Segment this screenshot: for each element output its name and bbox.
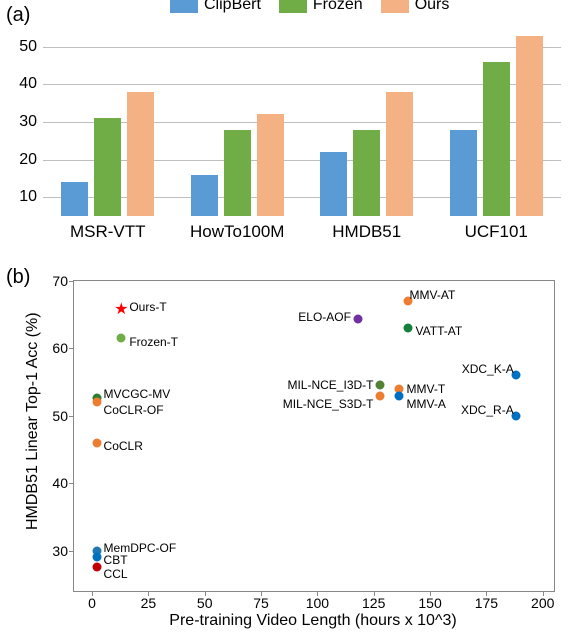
- bar: [257, 114, 284, 216]
- x-tick-label: 50: [197, 595, 213, 611]
- bar-group: UCF101: [447, 36, 545, 216]
- point-label: CCL: [104, 568, 128, 580]
- bar-chart: 1020304050MSR-VTTHowTo100MHMDB51UCF101: [43, 28, 561, 216]
- point-label: MMV-AT: [410, 289, 456, 301]
- star-marker: ★: [114, 303, 128, 319]
- panel-label-b: (b): [6, 266, 30, 289]
- point-marker: [92, 398, 101, 407]
- y-tick-mark: [69, 416, 74, 417]
- legend-swatch: [170, 0, 198, 13]
- x-tick-mark: [317, 591, 318, 596]
- scatter-y-axis-title: HMDB51 Linear Top-1 Acc (%): [24, 312, 42, 530]
- bar-group: HMDB51: [318, 92, 416, 216]
- point-label: CoCLR: [104, 440, 143, 452]
- x-tick-label: 75: [253, 595, 269, 611]
- x-tick-mark: [261, 591, 262, 596]
- x-tick-label: 200: [531, 595, 554, 611]
- x-tick-mark: [374, 591, 375, 596]
- x-tick-mark: [486, 591, 487, 596]
- legend-item: Frozen: [279, 0, 363, 14]
- point-marker: [92, 563, 101, 572]
- bar: [483, 62, 510, 216]
- bar-group: HowTo100M: [188, 114, 286, 216]
- bar: [386, 92, 413, 216]
- x-tick-mark: [92, 591, 93, 596]
- bar: [516, 36, 543, 216]
- point-label: MMV-T: [407, 383, 446, 395]
- point-label: ELO-AOF: [298, 311, 351, 323]
- point-label: XDC_R-A: [461, 404, 514, 416]
- y-tick-label: 30: [19, 113, 37, 131]
- legend-label: ClipBert: [204, 0, 261, 14]
- bar: [450, 130, 477, 216]
- y-tick-mark: [69, 551, 74, 552]
- y-tick-label: 50: [52, 408, 68, 424]
- bar-group: MSR-VTT: [59, 92, 157, 216]
- x-tick-label: UCF101: [465, 222, 528, 242]
- point-marker: [117, 334, 126, 343]
- point-marker: [353, 315, 362, 324]
- figure-container: (a) ClipBert Frozen Ours 10 20 30 40 50 MSR-VTT…: [0, 0, 570, 638]
- x-tick-label: MSR-VTT: [70, 222, 146, 242]
- point-label: MIL-NCE_I3D-T: [287, 379, 373, 391]
- panel-label-a: (a): [6, 4, 30, 27]
- point-marker: [394, 391, 403, 400]
- y-tick-label: 40: [52, 475, 68, 491]
- x-tick-mark: [430, 591, 431, 596]
- y-tick-label: 10: [19, 188, 37, 206]
- y-tick-label: 60: [52, 340, 68, 356]
- legend-label: Frozen: [313, 0, 363, 14]
- y-tick-label: 30: [52, 543, 68, 559]
- x-tick-label: 0: [88, 595, 96, 611]
- point-label: MVCGC-MV: [104, 388, 171, 400]
- y-tick-mark: [69, 348, 74, 349]
- point-label: MIL-NCE_S3D-T: [283, 398, 374, 410]
- legend-swatch: [381, 0, 409, 13]
- point-label: VATT-AT: [416, 325, 463, 337]
- x-tick-label: 150: [418, 595, 441, 611]
- bar: [94, 118, 121, 216]
- x-tick-label: 175: [475, 595, 498, 611]
- point-marker: [376, 381, 385, 390]
- y-tick-label: 70: [52, 273, 68, 289]
- x-tick-mark: [543, 591, 544, 596]
- point-label: Ours-T: [129, 301, 166, 313]
- x-tick-label: 125: [362, 595, 385, 611]
- bar: [61, 182, 88, 216]
- x-tick-mark: [148, 591, 149, 596]
- y-tick-label: 50: [19, 38, 37, 56]
- point-marker: [376, 391, 385, 400]
- bar-legend: ClipBert Frozen Ours: [170, 0, 449, 14]
- x-tick-label: 100: [306, 595, 329, 611]
- bar: [320, 152, 347, 216]
- y-tick-label: 40: [19, 75, 37, 93]
- scatter-x-axis-title: Pre-training Video Length (hours x 10^3): [73, 612, 553, 630]
- point-label: CBT: [104, 554, 128, 566]
- x-tick-label: HMDB51: [332, 222, 401, 242]
- legend-swatch: [279, 0, 307, 13]
- bar: [353, 130, 380, 216]
- legend-label: Ours: [415, 0, 450, 14]
- scatter-chart: 02550751001251501752003040506070★Ours-TF…: [73, 280, 555, 592]
- point-label: MMV-A: [407, 398, 446, 410]
- point-label: MemDPC-OF: [104, 542, 177, 554]
- legend-item: Ours: [381, 0, 450, 14]
- x-tick-label: HowTo100M: [190, 222, 285, 242]
- y-tick-mark: [69, 483, 74, 484]
- bar: [191, 175, 218, 216]
- bar: [224, 130, 251, 216]
- point-marker: [92, 553, 101, 562]
- x-tick-label: 25: [141, 595, 157, 611]
- point-marker: [403, 324, 412, 333]
- point-label: Frozen-T: [129, 336, 178, 348]
- y-tick-mark: [69, 281, 74, 282]
- point-label: XDC_K-A: [462, 363, 514, 375]
- x-tick-mark: [205, 591, 206, 596]
- y-tick-label: 20: [19, 151, 37, 169]
- legend-item: ClipBert: [170, 0, 261, 14]
- bar: [127, 92, 154, 216]
- point-marker: [92, 438, 101, 447]
- point-label: CoCLR-OF: [104, 404, 164, 416]
